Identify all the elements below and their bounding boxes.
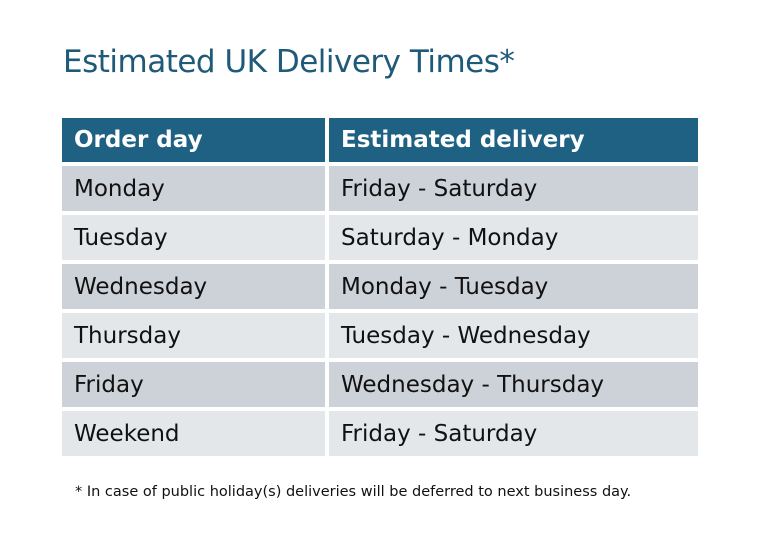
order-day-cell: Friday <box>62 362 325 407</box>
delivery-cell: Monday - Tuesday <box>329 264 698 309</box>
order-day-cell: Monday <box>62 166 325 211</box>
delivery-cell: Friday - Saturday <box>329 411 698 456</box>
header-estimated-delivery: Estimated delivery <box>329 118 698 162</box>
header-order-day: Order day <box>62 118 325 162</box>
order-day-cell: Tuesday <box>62 215 325 260</box>
footnote: * In case of public holiday(s) deliverie… <box>75 484 632 500</box>
delivery-times-table: Order day Estimated delivery Monday Frid… <box>58 114 702 460</box>
delivery-cell: Wednesday - Thursday <box>329 362 698 407</box>
delivery-cell: Friday - Saturday <box>329 166 698 211</box>
order-day-cell: Wednesday <box>62 264 325 309</box>
table-row: Tuesday Saturday - Monday <box>62 215 698 260</box>
order-day-cell: Thursday <box>62 313 325 358</box>
table-row: Monday Friday - Saturday <box>62 166 698 211</box>
delivery-cell: Tuesday - Wednesday <box>329 313 698 358</box>
order-day-cell: Weekend <box>62 411 325 456</box>
table-row: Wednesday Monday - Tuesday <box>62 264 698 309</box>
table-header-row: Order day Estimated delivery <box>62 118 698 162</box>
table-row: Weekend Friday - Saturday <box>62 411 698 456</box>
table-row: Friday Wednesday - Thursday <box>62 362 698 407</box>
delivery-cell: Saturday - Monday <box>329 215 698 260</box>
table-row: Thursday Tuesday - Wednesday <box>62 313 698 358</box>
page-title: Estimated UK Delivery Times* <box>63 44 515 80</box>
